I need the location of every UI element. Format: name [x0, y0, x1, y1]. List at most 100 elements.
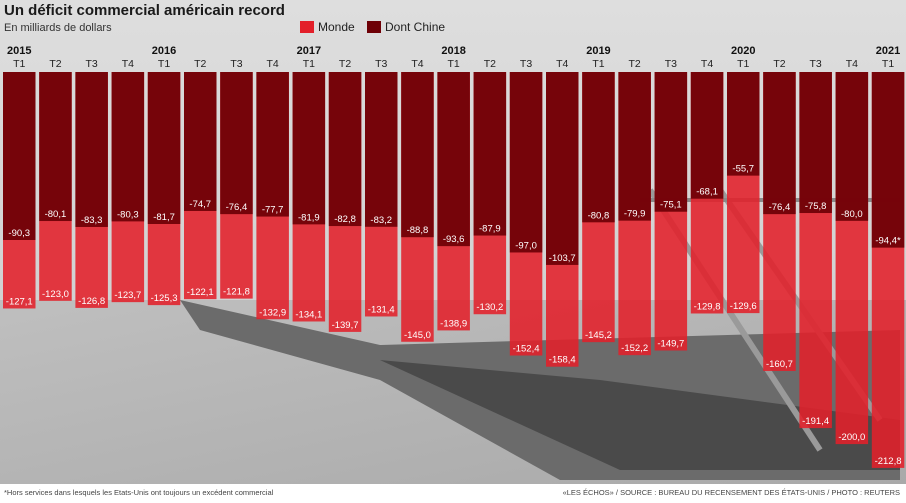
bar-china [509, 72, 543, 253]
label-world: -149,7 [657, 339, 684, 350]
label-world: -125,3 [151, 293, 178, 304]
label-world: -127,1 [6, 296, 33, 307]
bar-china [111, 72, 145, 222]
bar-china [220, 72, 253, 215]
bar-china [365, 72, 398, 227]
bar-china [256, 72, 289, 217]
year-label: 2019 [586, 45, 610, 57]
quarter-label: T1 [303, 58, 315, 70]
bar-china [328, 72, 362, 227]
quarter-label: T4 [556, 58, 568, 70]
quarter-label: T2 [194, 58, 206, 70]
label-world: -121,8 [223, 287, 250, 298]
label-china: -55,7 [732, 164, 754, 175]
label-china: -94,4* [875, 236, 901, 247]
bar-china [401, 72, 434, 238]
bar-china [147, 72, 181, 224]
label-world: -145,2 [585, 330, 612, 341]
quarter-label: T2 [49, 58, 61, 70]
bar-china [437, 72, 470, 247]
quarter-label: T2 [484, 58, 496, 70]
quarter-label: T1 [448, 58, 460, 70]
label-china: -93,6 [443, 234, 465, 245]
label-china: -103,7 [549, 253, 576, 264]
label-china: -90,3 [8, 228, 30, 239]
bar-china [184, 72, 217, 211]
quarter-label: T1 [13, 58, 25, 70]
quarter-label: T4 [701, 58, 713, 70]
label-world: -212,8 [875, 456, 902, 467]
bar-china [763, 72, 796, 215]
label-china: -82,8 [334, 214, 356, 225]
chart-subtitle: En milliards de dollars [4, 22, 112, 34]
legend-china: Dont Chine [367, 20, 445, 34]
legend-china-swatch [367, 21, 381, 33]
label-china: -80,0 [841, 209, 863, 220]
label-china: -83,3 [81, 215, 103, 226]
quarter-label: T2 [629, 58, 641, 70]
chart-title: Un déficit commercial américain record [4, 2, 285, 19]
label-china: -97,0 [515, 240, 537, 251]
label-china: -76,4 [226, 202, 248, 213]
label-world: -134,1 [295, 309, 322, 320]
quarter-label: T3 [86, 58, 98, 70]
label-world: -139,7 [332, 320, 359, 331]
bar-china [618, 72, 651, 221]
label-china: -77,7 [262, 205, 284, 216]
quarter-label: T2 [773, 58, 785, 70]
bar-china [871, 72, 905, 248]
label-china: -80,3 [117, 209, 139, 220]
quarter-label: T3 [375, 58, 387, 70]
label-world: -123,7 [114, 290, 141, 301]
label-world: -131,4 [368, 304, 395, 315]
label-world: -126,8 [78, 296, 105, 307]
quarter-label: T4 [846, 58, 858, 70]
bar-china [292, 72, 326, 225]
label-world: -191,4 [802, 416, 829, 427]
bar-china [546, 72, 579, 265]
quarter-label: T3 [665, 58, 677, 70]
bar-china [473, 72, 507, 236]
label-china: -81,7 [153, 212, 175, 223]
quarter-label: T4 [122, 58, 134, 70]
year-label: 2016 [152, 45, 176, 57]
quarter-label: T1 [592, 58, 604, 70]
quarter-label: T1 [737, 58, 749, 70]
year-label: 2020 [731, 45, 755, 57]
label-world: -200,0 [838, 432, 865, 443]
label-china: -75,8 [805, 201, 827, 212]
year-label: 2018 [441, 45, 465, 57]
bar-china [654, 72, 688, 212]
label-world: -160,7 [766, 359, 793, 370]
label-china: -80,8 [588, 210, 610, 221]
quarter-label: T3 [520, 58, 532, 70]
quarter-label: T3 [810, 58, 822, 70]
quarter-label: T4 [267, 58, 279, 70]
legend-world: Monde [300, 20, 355, 34]
label-china: -75,1 [660, 200, 682, 211]
label-world: -152,2 [621, 343, 648, 354]
footnote: *Hors services dans lesquels les Etats-U… [4, 488, 274, 497]
label-world: -123,0 [42, 289, 69, 300]
label-china: -87,9 [479, 224, 501, 235]
label-china: -76,4 [769, 202, 791, 213]
label-china: -74,7 [189, 199, 211, 210]
quarter-label: T2 [339, 58, 351, 70]
year-label: 2015 [7, 45, 31, 57]
year-label: 2017 [297, 45, 321, 57]
label-china: -83,2 [370, 215, 392, 226]
label-china: -79,9 [624, 209, 646, 220]
label-china: -68,1 [696, 187, 718, 198]
bar-china [75, 72, 108, 227]
quarter-label: T4 [411, 58, 423, 70]
label-world: -132,9 [259, 307, 286, 318]
label-world: -158,4 [549, 355, 576, 366]
year-label: 2021 [876, 45, 900, 57]
label-world: -145,0 [404, 330, 431, 341]
quarter-label: T3 [230, 58, 242, 70]
label-world: -129,6 [730, 301, 757, 312]
label-world: -122,1 [187, 287, 214, 298]
quarter-label: T1 [158, 58, 170, 70]
legend-china-label: Dont Chine [385, 20, 446, 34]
source-credit: «LES ÉCHOS» / SOURCE : BUREAU DU RECENSE… [562, 488, 900, 497]
